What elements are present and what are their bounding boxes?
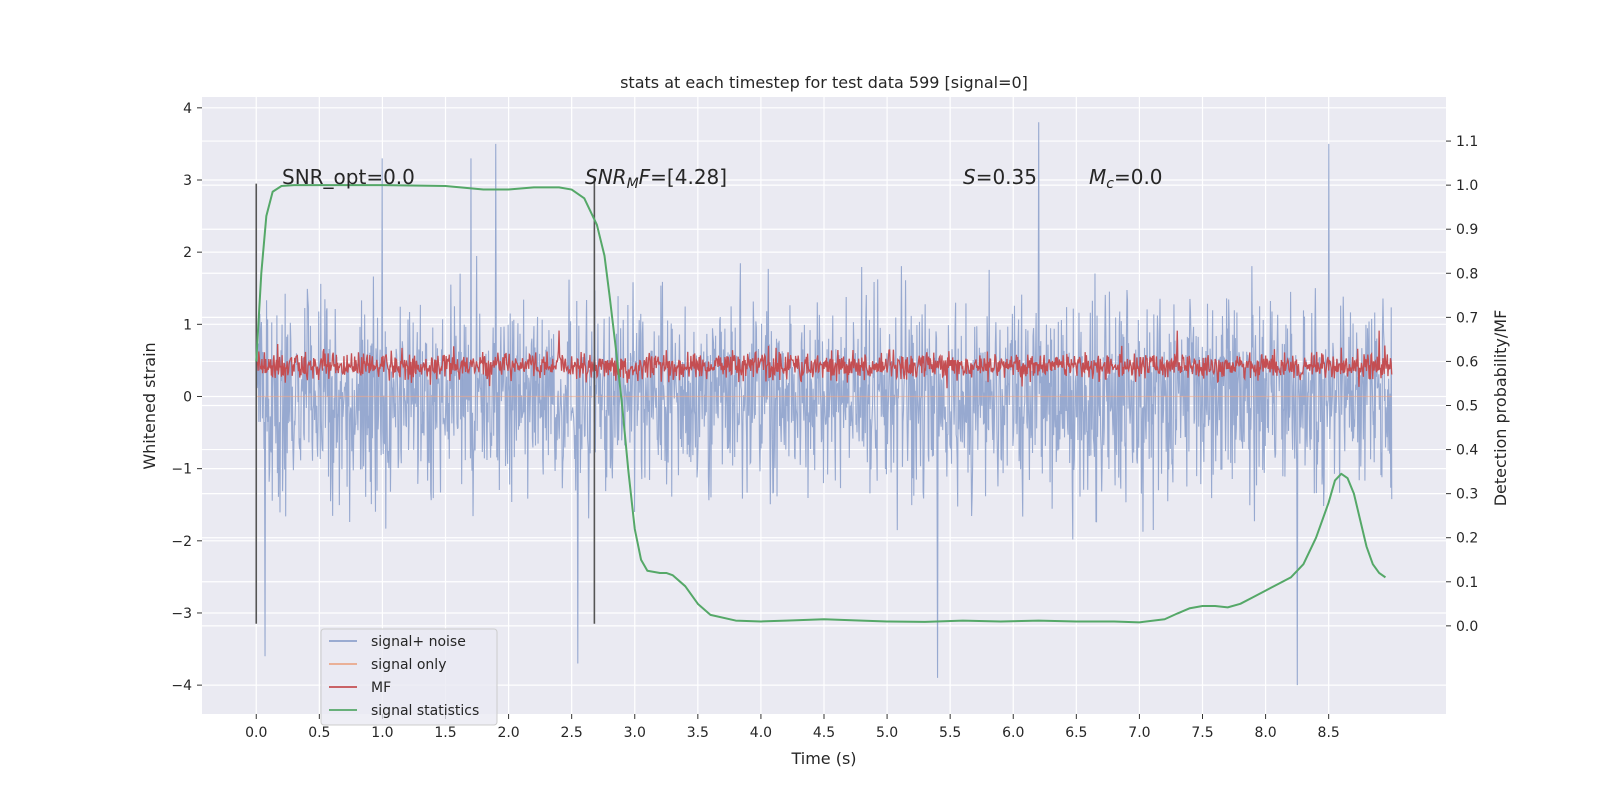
signal-noise-line: [771, 266, 877, 499]
annotation-mc: Mc=0.0: [1089, 165, 1163, 192]
x-tick-label: 6.0: [1002, 725, 1024, 741]
y-tick-label: −3: [171, 606, 192, 622]
y-tick-label: 2: [183, 245, 192, 261]
mf-line: [1138, 330, 1267, 384]
legend: signal+ noise signal only MF signal stat…: [320, 628, 498, 726]
mf-line: [507, 330, 636, 383]
x-tick-label: 4.0: [750, 725, 772, 741]
x-tick-label: 2.5: [561, 725, 583, 741]
mf-line: [886, 349, 1014, 389]
y-tick-label: −1: [171, 462, 192, 478]
annotation-snr-mf: SNRMF=[4.28]: [585, 165, 727, 192]
y-tick-label: 4: [183, 101, 192, 117]
y-right-tick-label: 0.0: [1456, 619, 1478, 635]
mf-line: [255, 343, 384, 383]
legend-box: [320, 628, 498, 726]
y-tick-label: −4: [171, 678, 192, 694]
mf-line: [1012, 345, 1141, 387]
y-right-tick-label: 0.2: [1456, 531, 1478, 547]
annotation-s-value: =0.35: [976, 165, 1037, 189]
y-right-tick-label: 0.6: [1456, 354, 1478, 370]
x-tick-label: 7.0: [1128, 725, 1150, 741]
y-right-tick-label: 1.0: [1456, 178, 1478, 194]
x-tick-label: 3.5: [687, 725, 709, 741]
axis-ticks: 0.0 0.5 1.0 1.5 2.0 2.5 3.0 3.5 4.0 4.5 5.0 5.5 6.0 6…: [171, 101, 1478, 741]
annotation-snr-opt: SNR_opt=0.0: [282, 165, 415, 189]
vertical-markers: [255, 176, 596, 624]
signal-noise-line: [875, 266, 980, 678]
x-tick-label: 2.0: [497, 725, 519, 741]
y-right-tick-label: 0.1: [1456, 575, 1478, 591]
mf-line: [1264, 330, 1393, 387]
y-tick-label: 3: [183, 173, 192, 189]
legend-label-mf: MF: [371, 680, 391, 696]
y-tick-label: 0: [183, 389, 192, 405]
x-axis-title: Time (s): [790, 749, 856, 768]
signal-statistics-line: [255, 184, 1387, 624]
signal-noise-line: [978, 122, 1083, 540]
mf-line: [634, 350, 762, 383]
legend-label-signal-statistics: signal statistics: [371, 703, 479, 719]
annotation-s-symbol: S: [963, 165, 976, 189]
x-tick-label: 8.5: [1318, 725, 1340, 741]
y-right-tick-label: 0.3: [1456, 487, 1478, 503]
chart-title: stats at each timestep for test data 599…: [620, 73, 1028, 92]
x-tick-label: 3.0: [624, 725, 646, 741]
x-tick-label: 0.0: [245, 725, 267, 741]
annotation-s: S=0.35: [963, 165, 1037, 189]
x-tick-label: 0.5: [308, 725, 330, 741]
x-tick-label: 7.5: [1191, 725, 1213, 741]
x-tick-label: 8.0: [1254, 725, 1276, 741]
annotation-mc-symbol: M: [1089, 165, 1106, 189]
x-tick-label: 4.5: [813, 725, 835, 741]
annotation-snr-mf-f: F: [639, 165, 651, 189]
annotation-mc-value: =0.0: [1114, 165, 1163, 189]
y-axis-right-title: Detection probability/MF: [1491, 310, 1510, 507]
signal-noise-line: [462, 143, 567, 517]
x-tick-label: 6.5: [1065, 725, 1087, 741]
annotation-snr-mf-symbol: SNR: [585, 165, 627, 189]
y-axis-title: Whitened strain: [140, 342, 159, 469]
y-tick-label: −2: [171, 534, 192, 550]
y-right-tick-label: 0.9: [1456, 222, 1478, 238]
x-tick-label: 5.0: [876, 725, 898, 741]
annotation-snr-mf-subscript: M: [627, 176, 639, 192]
y-right-tick-label: 0.8: [1456, 266, 1478, 282]
mf-line: [381, 346, 510, 387]
x-tick-label: 5.5: [939, 725, 961, 741]
annotation-snr-mf-value: =[4.28]: [650, 165, 727, 189]
legend-label-signal-only: signal only: [371, 657, 446, 673]
x-tick-label: 1.5: [434, 725, 456, 741]
y-right-tick-label: 0.4: [1456, 443, 1478, 459]
signal-noise-line: [1081, 273, 1186, 532]
signal-noise-line: [358, 158, 464, 529]
mf-line: [760, 345, 888, 383]
y-right-tick-label: 0.5: [1456, 399, 1478, 415]
y-right-tick-label: 1.1: [1456, 134, 1478, 150]
annotation-mc-subscript: c: [1106, 176, 1114, 192]
x-tick-label: 1.0: [371, 725, 393, 741]
mf-series: [255, 330, 1393, 389]
signal-noise-line: [668, 263, 773, 505]
y-right-tick-label: 0.7: [1456, 310, 1478, 326]
legend-label-signal-noise: signal+ noise: [371, 634, 466, 650]
signal-statistics-series: [255, 184, 1387, 624]
y-tick-label: 1: [183, 317, 192, 333]
signal-noise-line: [1184, 266, 1290, 522]
